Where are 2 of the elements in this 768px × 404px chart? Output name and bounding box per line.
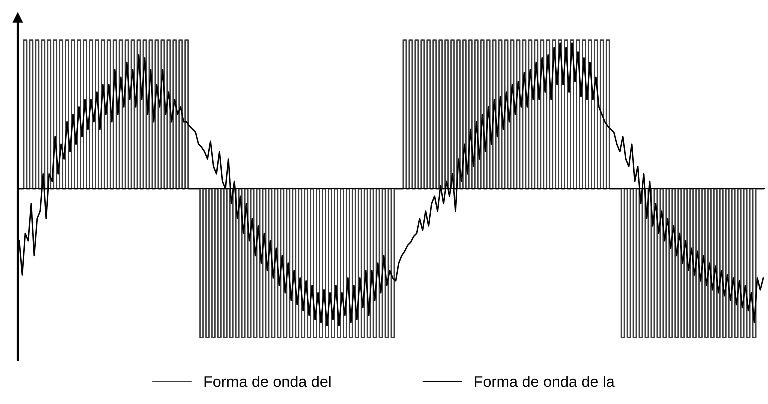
legend-label: Forma de onda de la xyxy=(475,376,615,388)
legend-label: Forma de onda del xyxy=(204,376,331,388)
